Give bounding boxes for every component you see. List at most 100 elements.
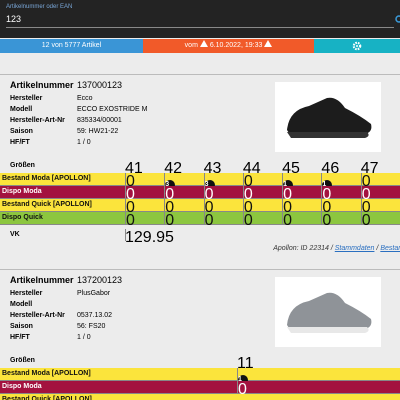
stock-value: 0 — [322, 199, 332, 216]
size-header cell: 44 — [242, 160, 261, 177]
stock-value: 0 — [204, 186, 214, 203]
size-header cell: 41 — [125, 160, 143, 177]
stock-badge: 1 — [283, 180, 294, 190]
field-label: HF/FT — [10, 334, 30, 341]
stock-cell cell: 0 — [164, 199, 204, 216]
stock-value: 0 — [238, 381, 247, 398]
size-header cell: 43 — [203, 160, 222, 177]
stock-value: 0 — [126, 199, 135, 216]
search-label: Artikelnummer oder EAN — [6, 4, 73, 10]
article-label: Artikelnummer — [10, 275, 74, 285]
stock-value: 0 — [322, 186, 332, 203]
field-label: Hersteller — [10, 290, 43, 297]
stock-row: Dispo Moda 0 — [0, 381, 400, 398]
date-prefix: vom — [184, 42, 198, 49]
field-label: Saison — [10, 128, 33, 135]
stock-row: Dispo Moda 0 0 0 0 0 0 0 — [0, 186, 400, 203]
product-image — [275, 277, 381, 347]
stock-cell cell: 0 — [321, 199, 361, 216]
link-line: Apollon: ID 22314 / Stammdaten / Bestand — [273, 245, 400, 252]
stock-value: 0 — [165, 199, 175, 216]
stock-badge: 3 — [165, 180, 176, 190]
stock-value: 0 — [243, 212, 253, 229]
link[interactable]: Stammdaten — [334, 245, 375, 252]
stock-cell cell: 0 — [237, 381, 400, 398]
stock-value: 0 — [243, 199, 253, 216]
stock-cell cell: 0 — [125, 186, 165, 203]
price-label: VK — [10, 231, 20, 238]
row-label: Dispo Moda — [2, 188, 42, 195]
field-label: Hersteller-Art-Nr — [10, 117, 65, 124]
search-bar: Artikelnummer oder EAN 123 — [0, 0, 400, 38]
input-underline — [6, 27, 394, 28]
settings-button[interactable] — [314, 39, 400, 53]
stock-value: 0 — [204, 199, 214, 216]
stock-cell cell: 0 — [321, 212, 361, 229]
stock-cell cell: 0 — [203, 212, 244, 229]
link-separator: / — [376, 245, 379, 252]
field-value: 56: FS20 — [77, 323, 106, 330]
stock-cell cell: 0 — [125, 199, 165, 216]
stock-cell cell: 0 — [242, 212, 283, 229]
gear-icon — [352, 41, 362, 51]
field-value: 1 / 0 — [77, 334, 91, 341]
row-label: Bestand Moda [APOLLON] — [2, 175, 91, 182]
size-header cell: 42 — [164, 160, 183, 177]
row-label: Bestand Quick [APOLLON] — [2, 201, 92, 208]
stock-value: 0 — [165, 212, 175, 229]
stock-cell cell: 0 — [321, 186, 361, 203]
search-icon[interactable] — [394, 14, 400, 24]
row-label: Dispo Quick — [2, 214, 43, 221]
stock-value: 0 — [283, 199, 293, 216]
row-label: Bestand Quick [APOLLON] — [2, 396, 92, 400]
product-image — [275, 82, 381, 152]
field-label: HF/FT — [10, 139, 30, 146]
size-header cell: 46 — [321, 160, 340, 177]
warning-icon — [264, 40, 273, 47]
stock-value: 0 — [126, 186, 135, 203]
field-value: Ecco — [77, 95, 93, 102]
stock-cell cell: 0 — [360, 186, 400, 203]
stock-row: Bestand Quick [APOLLON] 0 0 0 0 0 0 0 — [0, 199, 400, 216]
date-value: 6.10.2022, 19:33 — [209, 42, 263, 49]
stock-cell cell: 0 — [125, 173, 165, 190]
stock-value: 0 — [361, 199, 371, 216]
field-label: Modell — [10, 106, 33, 113]
field-label: Hersteller-Art-Nr — [10, 312, 65, 319]
stock-cell cell: 0 — [164, 186, 204, 203]
stock-cell cell: 0 — [242, 173, 283, 190]
search-input[interactable]: 123 — [6, 14, 22, 24]
stock-value: 0 — [361, 186, 371, 203]
section-divider — [0, 269, 400, 270]
link[interactable]: Bestand — [380, 245, 400, 252]
stock-cell cell: 1 — [237, 368, 400, 385]
sizes-label: Größen — [10, 357, 35, 364]
article-number: 137200123 — [77, 275, 123, 285]
stock-value: 0 — [283, 212, 293, 229]
stock-value: 0 — [361, 212, 371, 229]
stock-row: Bestand Moda [APOLLON] 1 — [0, 368, 400, 385]
stock-cell cell: 1 — [282, 173, 322, 190]
field-label: Saison — [10, 323, 33, 330]
stock-value: 0 — [204, 212, 214, 229]
stock-cell cell: 0 — [360, 173, 400, 190]
stock-cell cell: 0 — [360, 212, 400, 229]
stock-value: 0 — [283, 186, 293, 203]
stock-cell cell: 0 — [242, 186, 283, 203]
article-count: 12 von 5777 Artikel — [0, 39, 143, 53]
size-header cell: 45 — [282, 160, 300, 177]
row-label: Dispo Moda — [2, 383, 42, 390]
stock-cell cell: 0 — [360, 199, 400, 216]
stock-value: 0 — [243, 173, 253, 190]
size-header cell: 11 — [237, 355, 254, 372]
stock-badge: 1 — [238, 375, 248, 385]
price-divider — [125, 229, 126, 241]
warning-icon — [199, 40, 208, 47]
stock-badge: 3 — [204, 180, 215, 190]
field-label: Hersteller — [10, 95, 43, 102]
field-value: 1 / 0 — [77, 139, 91, 146]
stock-value: 0 — [165, 186, 175, 203]
stock-cell cell: 0 — [164, 212, 204, 229]
date-status: vom 6.10.2022, 19:33 — [143, 39, 314, 53]
row-label: Bestand Moda [APOLLON] — [2, 370, 91, 377]
